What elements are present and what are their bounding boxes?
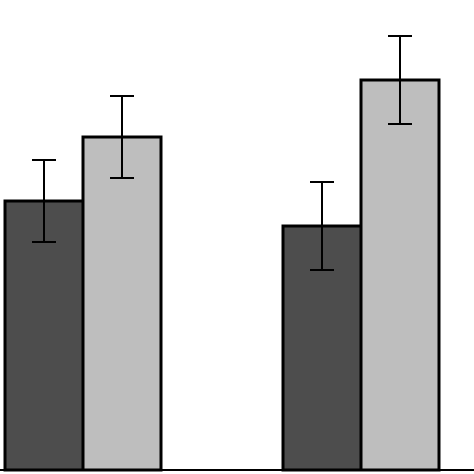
bar bbox=[359, 78, 441, 472]
error-bar bbox=[310, 181, 334, 271]
bar bbox=[81, 135, 163, 472]
error-bar bbox=[32, 159, 56, 243]
bar bbox=[3, 199, 85, 472]
error-bar bbox=[388, 35, 412, 125]
error-bar bbox=[110, 95, 134, 179]
